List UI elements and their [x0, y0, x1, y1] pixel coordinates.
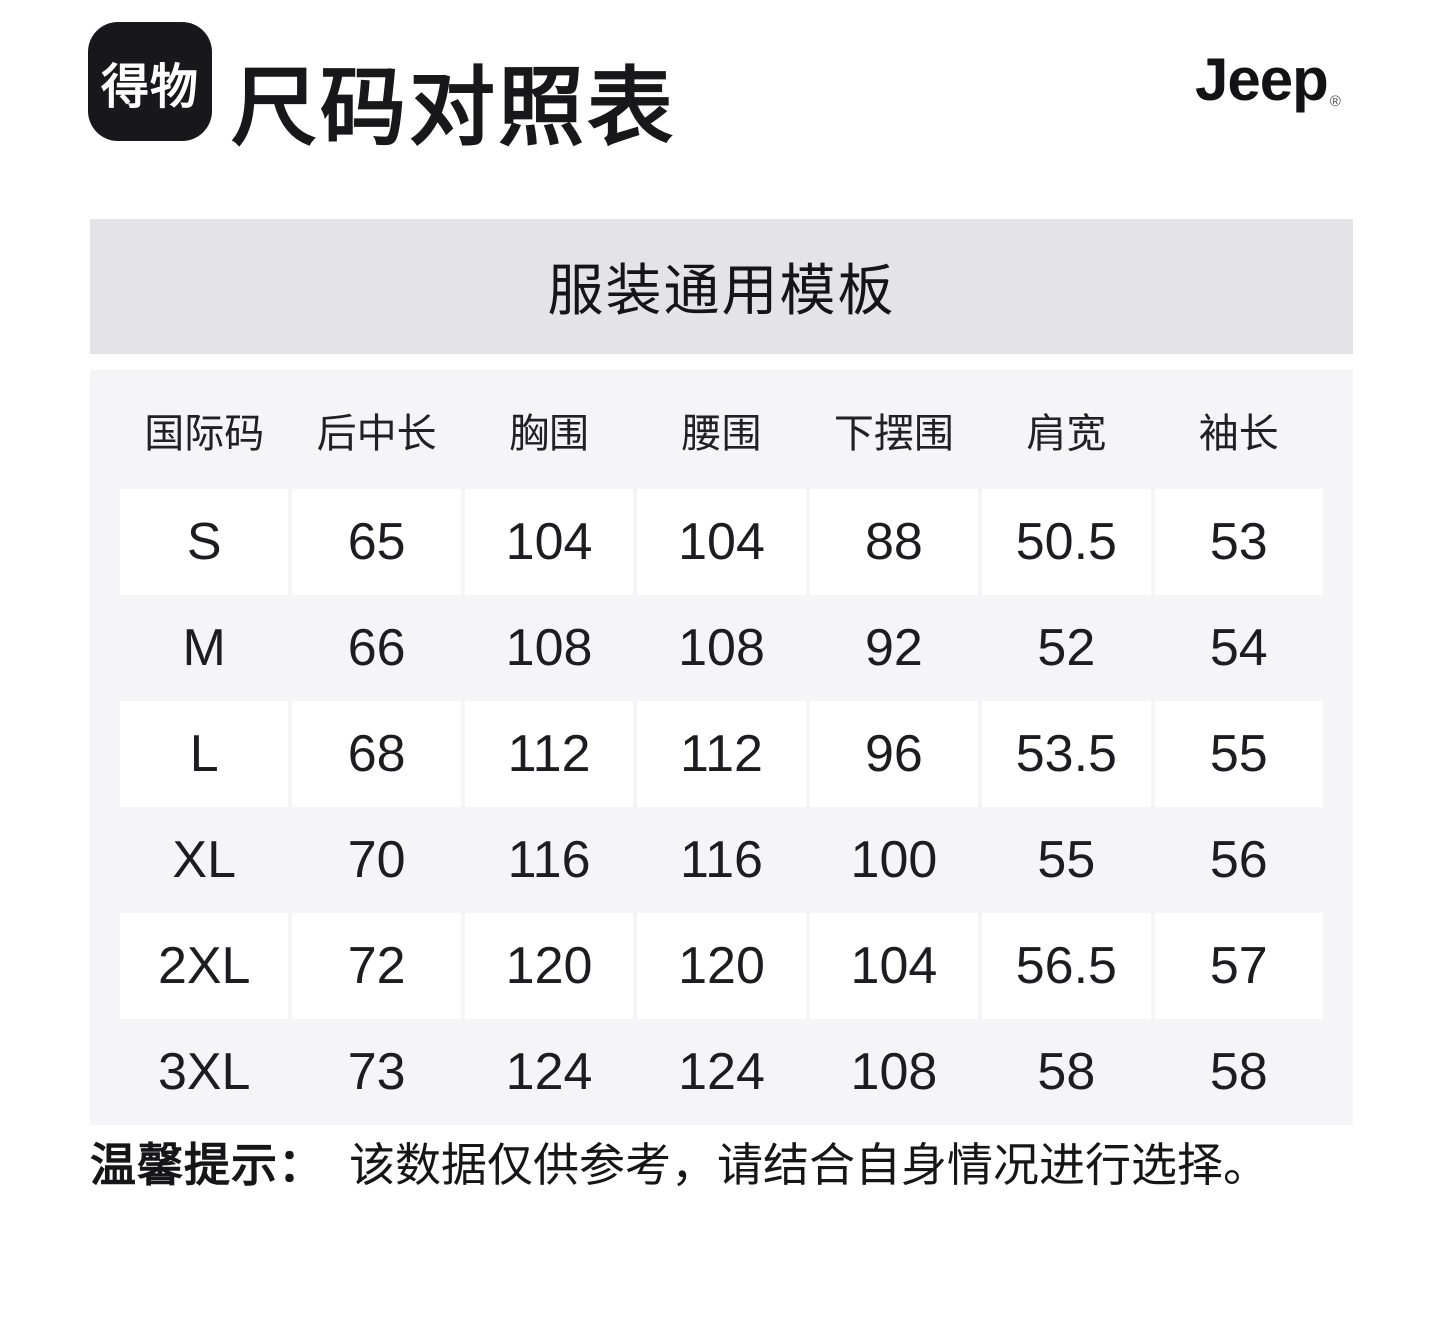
table-cell: 104 — [464, 489, 634, 595]
table-cell: 104 — [809, 913, 979, 1019]
registered-trademark-icon: ® — [1329, 93, 1341, 110]
table-cell: 96 — [809, 701, 979, 807]
table-cell: 108 — [505, 619, 593, 677]
table-cell: 116 — [507, 831, 591, 889]
note-text: 该数据仅供参考，请结合自身情况进行选择。 — [349, 1139, 1269, 1191]
table-cell: 104 — [637, 489, 806, 595]
table-cell: 112 — [464, 701, 634, 807]
table-cell: 108 — [678, 619, 765, 677]
table-cell: 53.5 — [982, 701, 1151, 807]
dewu-logo-text: 得物 — [100, 60, 199, 114]
template-banner-title: 服装通用模板 — [547, 259, 896, 322]
table-cell: 50.5 — [982, 489, 1151, 595]
table-cell: XL — [172, 831, 237, 889]
dewu-logo: 得物 — [88, 22, 212, 141]
table-cell: 55 — [1037, 831, 1096, 889]
table-cell: 120 — [464, 913, 634, 1019]
table-cell: 66 — [347, 619, 406, 677]
table-cell: 52 — [1037, 619, 1096, 677]
table-cell: 55 — [1154, 701, 1323, 807]
page-title: 尺码对照表 — [231, 60, 676, 156]
table-row: M 66 108 108 92 52 54 — [120, 595, 1323, 701]
table-cell: 112 — [637, 701, 806, 807]
table-row: 3XL 73 124 124 108 58 58 — [120, 1019, 1323, 1125]
table-header-cell: 肩宽 — [1026, 411, 1107, 456]
table-header-row: 国际码 后中长 胸围 腰围 下摆围 肩宽 袖长 — [120, 370, 1323, 489]
table-row: S 65 104 104 88 50.5 53 — [120, 489, 1323, 595]
table-row: XL 70 116 116 100 55 56 — [120, 807, 1323, 913]
table-cell: 56.5 — [982, 913, 1151, 1019]
table-cell: 120 — [637, 913, 806, 1019]
table-cell: 124 — [505, 1043, 593, 1101]
table-cell: 3XL — [157, 1043, 251, 1101]
table-cell: 88 — [809, 489, 979, 595]
table-header-cell: 袖长 — [1198, 411, 1279, 456]
table-cell: 73 — [347, 1043, 406, 1101]
table-cell: 116 — [680, 831, 763, 889]
table-row: L 68 112 112 96 53.5 55 — [120, 701, 1323, 807]
table-cell: 124 — [678, 1043, 765, 1101]
table-cell: 58 — [1209, 1043, 1268, 1101]
table-cell: 58 — [1037, 1043, 1096, 1101]
table-cell: 2XL — [120, 913, 289, 1019]
table-cell: 100 — [850, 831, 938, 889]
table-cell: 72 — [292, 913, 461, 1019]
table-cell: 108 — [850, 1043, 938, 1101]
size-table: 国际码 后中长 胸围 腰围 下摆围 肩宽 袖长 S 65 104 104 88 50.5 53 M 66 10… — [90, 370, 1353, 1125]
table-cell: 54 — [1209, 619, 1268, 677]
note: 温馨提示： 该数据仅供参考，请结合自身情况进行选择。 — [90, 1133, 1360, 1197]
table-cell: 53 — [1154, 489, 1323, 595]
jeep-logo-text: Jeep — [1195, 46, 1329, 113]
table-header-cell: 后中长 — [316, 411, 437, 456]
table-cell: 92 — [865, 619, 923, 677]
table-cell: M — [182, 619, 226, 677]
table-cell: L — [120, 701, 289, 807]
table-header-cell: 胸围 — [509, 411, 590, 456]
table-cell: 56 — [1209, 831, 1268, 889]
table-cell: 70 — [347, 831, 406, 889]
table-header-cell: 下摆围 — [833, 411, 954, 456]
template-banner: 服装通用模板 — [90, 219, 1353, 354]
note-label: 温馨提示： — [90, 1139, 325, 1191]
jeep-brand-logo: Jeep ® — [1195, 44, 1341, 138]
table-header-cell: 腰围 — [681, 411, 762, 456]
table-cell: S — [120, 489, 289, 595]
table-cell: 57 — [1154, 913, 1323, 1019]
table-header-cell: 国际码 — [144, 411, 265, 456]
table-cell: 68 — [292, 701, 461, 807]
table-cell: 65 — [292, 489, 461, 595]
table-row: 2XL 72 120 120 104 56.5 57 — [120, 913, 1323, 1019]
table-body: S 65 104 104 88 50.5 53 M 66 108 108 92 52 54 L 68 112 11… — [90, 489, 1353, 1125]
